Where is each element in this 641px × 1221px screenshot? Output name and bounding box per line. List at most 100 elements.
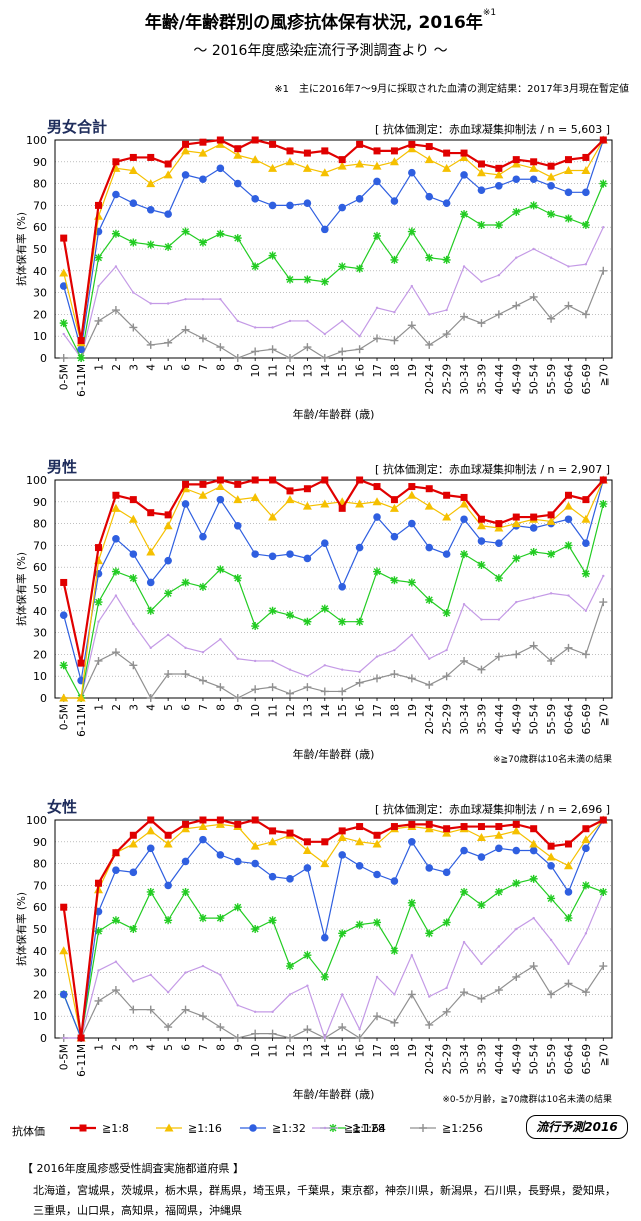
data-point bbox=[216, 565, 225, 574]
data-point bbox=[495, 181, 503, 190]
data-point bbox=[373, 870, 381, 879]
data-point bbox=[250, 155, 260, 164]
data-point bbox=[564, 643, 573, 652]
data-point bbox=[390, 255, 399, 264]
data-point bbox=[372, 161, 382, 170]
data-point bbox=[512, 156, 520, 164]
badge-text: 流行予測 bbox=[536, 1120, 585, 1134]
data-point bbox=[164, 160, 172, 168]
data-point bbox=[59, 611, 68, 619]
x-tick-label: ≧70 bbox=[598, 704, 610, 726]
series-1256 bbox=[59, 598, 608, 702]
data-point bbox=[129, 323, 138, 332]
data-point bbox=[567, 265, 570, 268]
data-point bbox=[511, 826, 521, 835]
data-point bbox=[146, 340, 155, 349]
data-point bbox=[323, 1036, 326, 1040]
y-tick-label: 20 bbox=[33, 988, 47, 1001]
data-point bbox=[373, 1012, 382, 1021]
data-point bbox=[198, 582, 207, 591]
series-line bbox=[62, 818, 604, 1039]
series-line bbox=[63, 139, 604, 343]
data-point bbox=[459, 152, 469, 161]
data-point bbox=[599, 179, 608, 188]
y-tick-label: 80 bbox=[33, 518, 47, 531]
data-point bbox=[112, 190, 120, 199]
data-point bbox=[494, 887, 503, 896]
data-point bbox=[251, 685, 260, 694]
data-point bbox=[77, 354, 86, 362]
data-point bbox=[495, 844, 503, 853]
data-point bbox=[428, 313, 431, 316]
data-point bbox=[216, 495, 225, 504]
data-point bbox=[251, 476, 259, 484]
data-point bbox=[163, 170, 173, 179]
data-point bbox=[529, 839, 539, 848]
data-point bbox=[390, 1018, 399, 1027]
series-line bbox=[63, 139, 604, 350]
data-point bbox=[146, 205, 155, 214]
data-point bbox=[355, 159, 365, 168]
data-point bbox=[236, 657, 239, 660]
data-point bbox=[166, 302, 170, 305]
x-tick-label: 35-39 bbox=[476, 364, 488, 395]
data-point bbox=[546, 852, 556, 861]
data-point bbox=[512, 820, 520, 828]
x-axis-label: 年齢/年齢群 (歳) bbox=[293, 747, 375, 761]
data-point bbox=[338, 929, 347, 938]
x-tick-label: 7 bbox=[198, 704, 210, 711]
data-point bbox=[445, 986, 448, 990]
data-point bbox=[198, 238, 207, 247]
data-point bbox=[320, 604, 329, 613]
data-point bbox=[112, 866, 120, 874]
y-axis-label: 抗体保有率 (%) bbox=[15, 892, 28, 966]
legend-item: ≧1:8 bbox=[70, 1122, 129, 1135]
data-point bbox=[460, 171, 468, 179]
data-point bbox=[149, 646, 152, 650]
data-point bbox=[233, 694, 242, 702]
data-point bbox=[355, 920, 364, 929]
x-tick-label: 0-5M bbox=[59, 704, 71, 730]
data-point bbox=[442, 608, 451, 617]
data-point bbox=[442, 199, 451, 208]
data-point bbox=[477, 319, 486, 328]
data-point bbox=[285, 157, 295, 166]
data-point bbox=[303, 343, 312, 352]
data-point bbox=[549, 592, 553, 595]
ryuko-yosoku-badge: 流行予測2016 bbox=[526, 1115, 628, 1139]
series-18 bbox=[60, 136, 607, 345]
y-tick-label: 10 bbox=[33, 1010, 47, 1023]
data-point bbox=[602, 226, 605, 229]
page-title-text: 年齢/年齢群別の風疹抗体保有状況, 2016年 bbox=[144, 13, 483, 33]
data-point bbox=[599, 598, 608, 607]
data-point bbox=[320, 933, 329, 942]
data-point bbox=[112, 849, 120, 857]
x-tick-label: 30-34 bbox=[459, 1044, 471, 1075]
y-tick-label: 50 bbox=[33, 243, 47, 256]
data-point bbox=[94, 927, 103, 936]
data-point bbox=[201, 651, 205, 654]
data-point bbox=[602, 574, 605, 578]
data-point bbox=[547, 210, 556, 219]
data-point bbox=[582, 825, 590, 833]
data-point bbox=[494, 986, 503, 995]
data-point bbox=[253, 1010, 257, 1014]
data-point bbox=[390, 532, 399, 541]
data-point bbox=[114, 960, 118, 963]
data-point bbox=[111, 503, 121, 512]
legend-marker bbox=[323, 1126, 327, 1130]
data-point bbox=[462, 940, 466, 944]
legend-label: ≧1:256 bbox=[442, 1122, 483, 1135]
data-point bbox=[146, 578, 155, 587]
data-point bbox=[198, 914, 207, 923]
data-point bbox=[323, 332, 326, 336]
x-tick-label: ≧70 bbox=[598, 364, 610, 386]
data-point bbox=[407, 144, 417, 153]
data-point bbox=[442, 1007, 451, 1016]
data-point bbox=[442, 868, 451, 877]
prefectures-line-1: 北海道，宮城県，茨城県，栃木県，群馬県，埼玉県，千葉県，東京都，神奈川県，新潟県… bbox=[33, 1184, 616, 1197]
series-1128 bbox=[62, 574, 605, 700]
data-point bbox=[564, 301, 573, 310]
data-point bbox=[95, 879, 103, 887]
data-point bbox=[494, 652, 503, 661]
